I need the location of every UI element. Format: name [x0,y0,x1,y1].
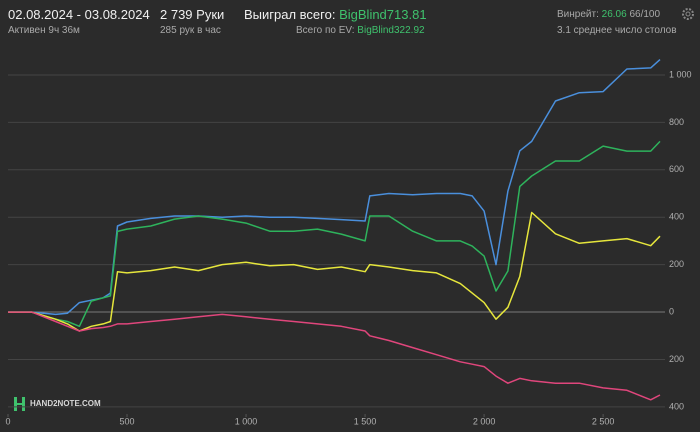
ev-total: Всего по EV: BigBlind322.92 [296,25,425,36]
series-line [8,140,661,328]
y-tick-label: 600 [669,164,684,174]
winrate-value: 26.06 [601,9,627,20]
series-line [8,311,661,401]
ev-label: Всего по EV: [296,25,355,36]
logo-text: HAND2NOTE.COM [30,399,101,408]
x-tick-label: 500 [120,416,135,426]
settings-icon[interactable] [682,8,694,20]
y-tick-label: 200 [669,259,684,269]
x-tick-label: 2 000 [473,416,496,426]
y-tick-label: 800 [669,117,684,127]
series-line [8,59,661,316]
date-range: 02.08.2024 - 03.08.2024 [8,7,150,22]
won-value: BigBlind713.81 [339,7,427,22]
y-tick-label: 200 [669,354,684,364]
hands: 2 739 Руки [160,7,225,22]
y-tick-label: 400 [669,401,684,411]
hands-per-hour: 285 рук в час [160,25,221,36]
winrate-scale: 66/100 [629,9,661,20]
x-tick-label: 2 500 [592,416,615,426]
active-time: Активен 9ч 36м [8,25,80,36]
tables: 3.1 среднее число столов [557,25,677,36]
x-tick-label: 1 500 [354,416,377,426]
won-label: Выиграл всего: [244,7,336,22]
y-tick-label: 400 [669,212,684,222]
y-tick-label: 1 000 [669,69,692,79]
x-tick-label: 1 000 [235,416,258,426]
logo-icon [14,397,25,411]
series-line [8,211,661,332]
x-tick-label: 0 [5,416,10,426]
winrate: Винрейт: 26.06 66/100 [557,9,660,20]
y-tick-label: 0 [669,306,674,316]
winrate-label: Винрейт: [557,9,599,20]
ev-value: BigBlind322.92 [357,25,425,36]
won-total: Выиграл всего: BigBlind713.81 [244,7,427,22]
